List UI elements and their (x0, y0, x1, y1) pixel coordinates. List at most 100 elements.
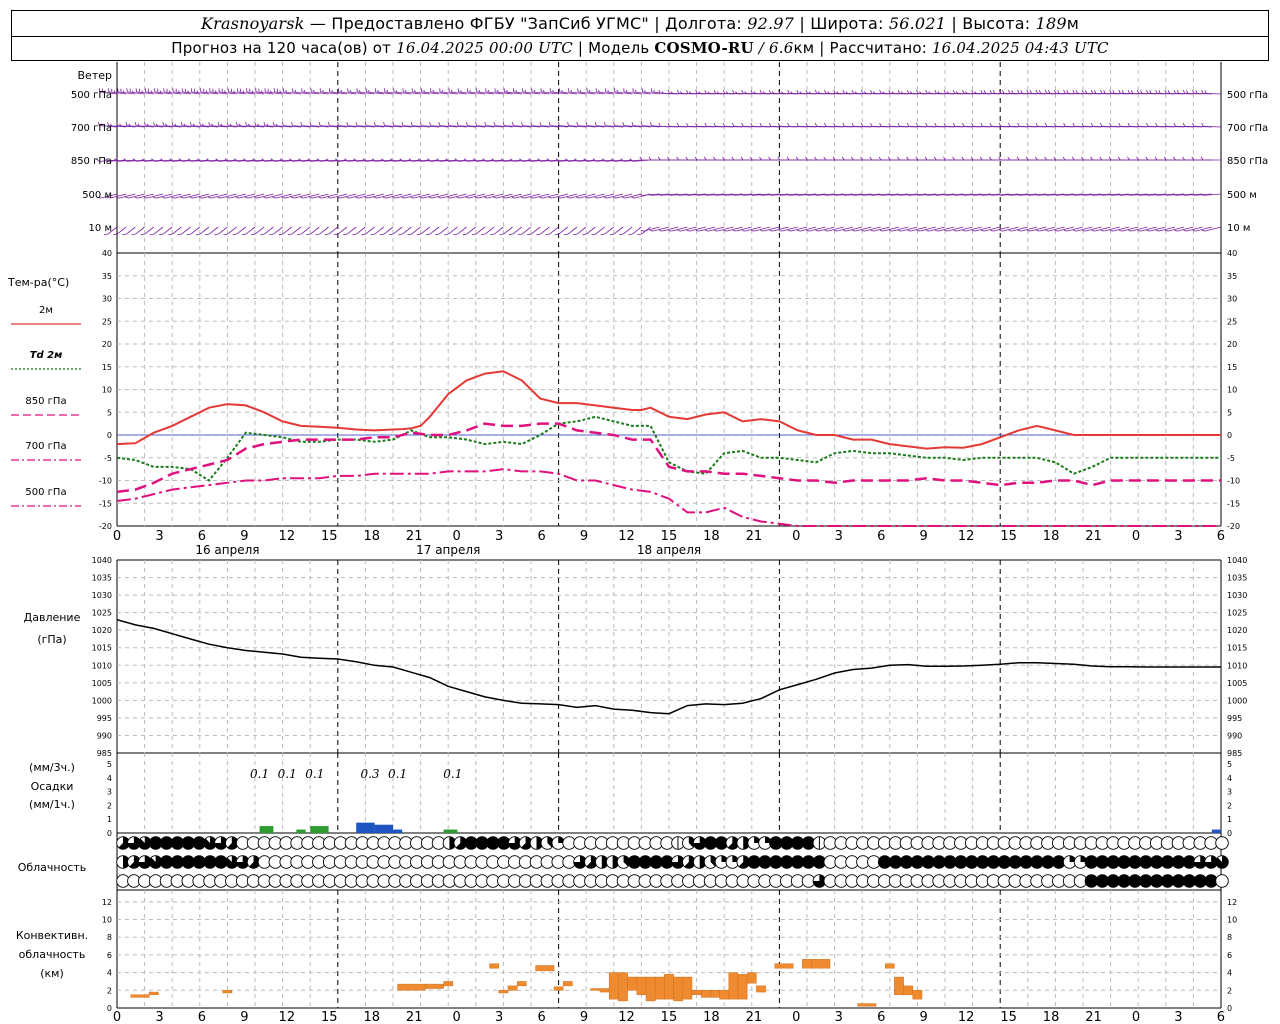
wind-barb-shaft (632, 125, 651, 128)
wind-barb (622, 193, 642, 199)
wind-barb-shaft (285, 193, 302, 199)
wind-barb (245, 193, 265, 199)
wind-barb-flag (852, 230, 856, 232)
wind-barb-flag (824, 122, 827, 127)
conv-x-tick: 6 (537, 1010, 545, 1024)
wind-barb (499, 226, 513, 236)
temp-y-tick-right: 25 (1227, 317, 1237, 326)
wind-barb (769, 226, 789, 232)
wind-barb (319, 88, 338, 95)
wind-barb (420, 122, 440, 128)
wind-barb-flag (527, 233, 532, 236)
wind-barb-flag (768, 122, 772, 127)
wind-barb-flag (999, 230, 1004, 232)
wind-barb-shaft (540, 226, 550, 235)
wind-barb-flag (1027, 230, 1031, 232)
wind-barb-flag (1201, 122, 1204, 127)
wind-barb-shaft (469, 193, 486, 199)
cloud-symbol (932, 855, 946, 869)
wind-barb-shaft (724, 193, 743, 196)
wind-barb-shaft (273, 226, 283, 235)
wind-barb-flag (707, 91, 710, 94)
wind-barb-flag (1063, 230, 1068, 232)
wind-barb-shaft (432, 193, 449, 199)
cloud-full (715, 836, 728, 850)
wind-barb-flag (971, 122, 974, 127)
wind-barb-shaft (660, 193, 679, 196)
cloud-symbol (1139, 874, 1153, 888)
conv-y-tick-left: 0 (107, 1004, 112, 1013)
cloud-fill (738, 855, 750, 869)
wind-barb-flag (195, 233, 201, 236)
temp-y-tick-left: -5 (104, 454, 112, 463)
wind-barb-flag (1155, 230, 1160, 232)
wind-barb-flag (436, 158, 440, 162)
wind-barb-flag (500, 158, 505, 162)
wind-barb-flag (1149, 89, 1152, 94)
wind-barb-flag (640, 122, 643, 126)
wind-barb-flag (389, 233, 394, 236)
cloud-fill (671, 855, 685, 869)
cloud-fill (149, 855, 162, 869)
wind-barb (466, 122, 486, 128)
wind-barb-flag (374, 122, 376, 126)
wind-barb-flag (1017, 89, 1020, 94)
wind-barb-flag (160, 158, 164, 162)
wind-barb-flag (252, 158, 256, 162)
wind-barb-shaft (552, 193, 568, 199)
wind-barb-shaft (745, 226, 762, 232)
wind-barb (401, 193, 421, 199)
wind-barb-shaft (1205, 226, 1222, 232)
wind-barb-flag (328, 122, 330, 126)
wind-level-label-right: 850 гПа (1227, 156, 1268, 167)
wind-barb (1073, 226, 1093, 232)
wind-barb-shaft (947, 226, 964, 232)
wind-barb (245, 122, 265, 128)
conv-x-tick: 9 (240, 1010, 248, 1024)
wind-barb-shaft (506, 193, 522, 199)
temp-y-tick-left: 0 (107, 431, 112, 440)
wind-barb-shaft (678, 193, 697, 196)
wind-barb-flag (447, 197, 452, 199)
wind-barb (1154, 193, 1176, 196)
wind-barb (1119, 226, 1139, 232)
wind-barb-flag (988, 193, 992, 196)
cloud-full (1085, 874, 1098, 888)
wind-barb-flag (399, 158, 404, 162)
wind-barb (869, 193, 890, 196)
wind-barb-flag (934, 89, 937, 94)
wind-barb-flag (591, 233, 596, 236)
temp-y-tick-left: 5 (107, 408, 112, 417)
wind-barb-flag (1195, 89, 1198, 94)
cloud-full (1030, 855, 1044, 869)
wind-barb-shaft (706, 193, 725, 196)
wind-barb-flag (952, 122, 956, 127)
cloud-symbol (1030, 855, 1044, 869)
cloud-full (149, 836, 162, 850)
wind-barb-shaft (862, 193, 881, 196)
wind-barb (209, 88, 228, 95)
cloud-full (638, 855, 652, 869)
temp-x-tick: 21 (746, 529, 763, 544)
cloud-fill (727, 836, 739, 850)
wind-barb (613, 122, 633, 128)
wind-level-label-right: 500 м (1227, 190, 1257, 201)
temp-x-tick: 12 (279, 529, 296, 544)
wind-barb-flag (998, 193, 1002, 196)
temp-y-tick-right: 20 (1227, 340, 1237, 349)
wind-barb-shaft (844, 193, 863, 196)
wind-barb-flag (196, 90, 199, 93)
cloud-symbol (660, 855, 674, 869)
conv-x-tick: 12 (279, 1010, 296, 1024)
wind-barb-flag (1146, 89, 1149, 94)
wind-barb-flag (260, 233, 265, 236)
wind-barb-flag (521, 197, 525, 199)
wind-barb-flag (208, 122, 211, 126)
wind-barb-flag (695, 89, 698, 94)
wind-barb-flag (698, 91, 701, 94)
wind-barb-shaft (598, 193, 614, 199)
wind-barb-flag (105, 158, 109, 162)
wind-barb-flag (469, 89, 472, 93)
wind-barb-flag (741, 122, 744, 127)
wind-barb (465, 193, 486, 199)
